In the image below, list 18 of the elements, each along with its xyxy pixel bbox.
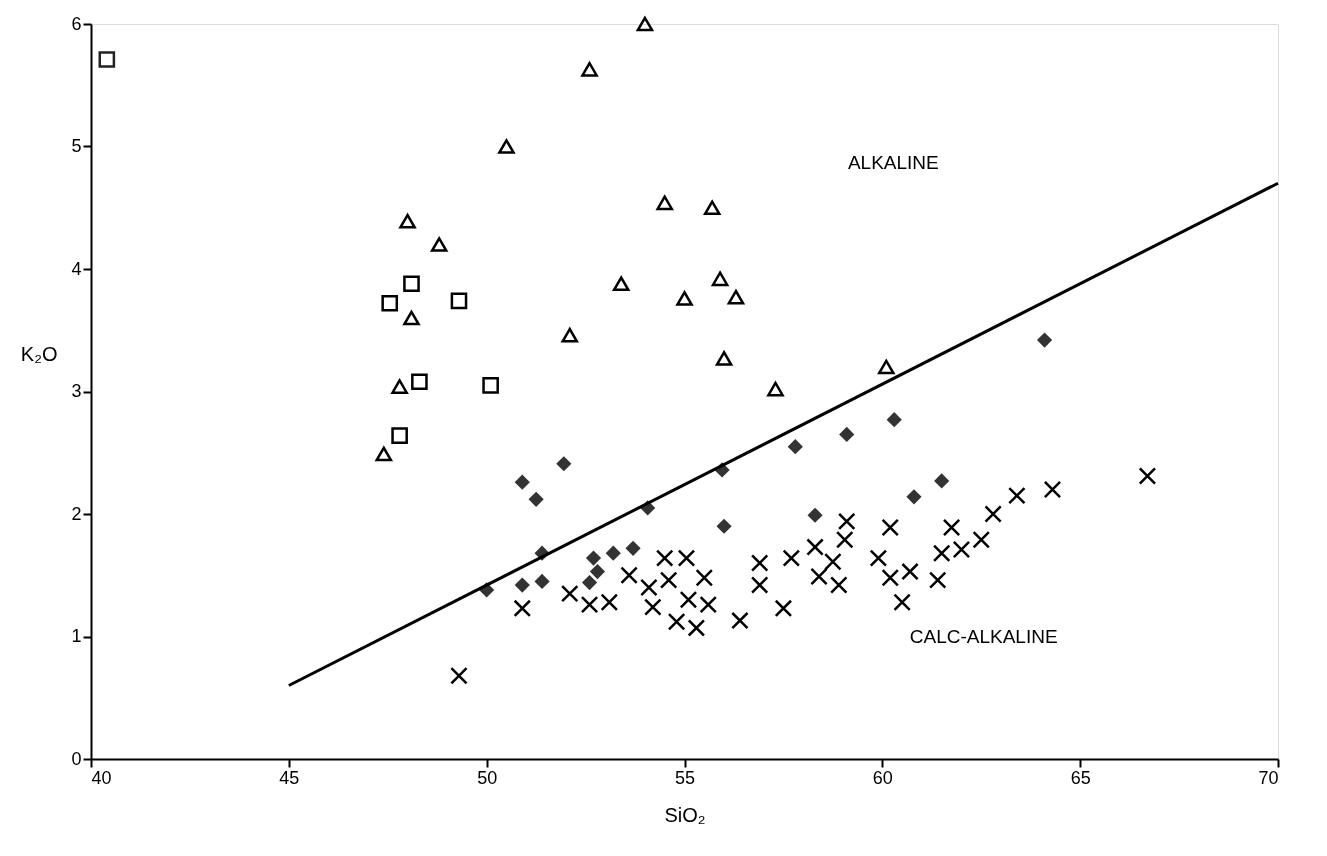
y-tick-label: 6 (71, 13, 82, 34)
x-tick-label: 70 (1258, 767, 1279, 788)
y-tick-label: 2 (71, 503, 82, 524)
y-tick-label: 3 (71, 381, 82, 401)
y-tick-label: 4 (71, 258, 82, 279)
y-axis-title: K₂O (20, 342, 58, 365)
y-tick-label: 1 (71, 626, 82, 646)
annotation: ALKALINE (847, 151, 939, 173)
y-tick-label: 0 (71, 748, 82, 769)
x-tick-label: 60 (872, 767, 893, 788)
x-tick-label: 65 (1070, 767, 1091, 788)
annotation: CALC-ALKALINE (909, 626, 1058, 648)
x-tick-label: 40 (91, 767, 112, 788)
x-tick-label: 55 (674, 767, 696, 788)
x-axis-title: SiO₂ (664, 803, 706, 826)
y-tick-label: 5 (71, 136, 82, 156)
x-tick-label: 45 (279, 767, 300, 788)
x-tick-label: 50 (477, 767, 498, 788)
